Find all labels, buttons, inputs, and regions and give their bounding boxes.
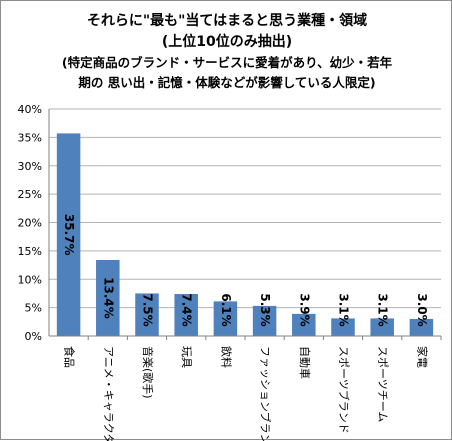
y-tick-label: 0% [25, 330, 42, 343]
value-label: 3.1% [337, 293, 351, 326]
category-label: 食品 [63, 346, 77, 368]
y-tick-label: 35% [18, 131, 42, 144]
value-label: 35.7% [62, 214, 76, 256]
value-labels: 35.7% 13.4% 7.5% 7.4% 6.1% 5.3% 3.9% 3.1% 3.1% 3.… [62, 214, 429, 327]
y-tick-label: 15% [18, 245, 42, 258]
y-tick-label: 20% [18, 217, 42, 230]
title-line-4: 期の 思い出・記憶・体験などが影響している人限定) [78, 75, 375, 90]
title-line-2: (上位10位のみ抽出) [162, 33, 292, 50]
bar [252, 305, 277, 336]
category-label: 音楽(歌手) [141, 346, 155, 399]
title-line-3: (特定商品のブランド・サービスに愛着があり、幼少・若年 [62, 55, 393, 70]
y-tick-label: 30% [18, 160, 42, 173]
bar [331, 318, 355, 336]
category-label: 玩具 [180, 346, 193, 368]
y-tick-label: 5% [25, 302, 42, 315]
bar [56, 133, 81, 336]
bar [370, 318, 394, 336]
title-line-1: それらに"最も"当てはまると思う業種・領域 [87, 12, 367, 29]
value-label: 3.1% [376, 293, 390, 326]
bars [56, 133, 434, 336]
bar [409, 318, 434, 336]
category-label: スポーツチーム [376, 346, 389, 422]
bar [292, 313, 316, 336]
y-tick-label: 10% [18, 273, 42, 286]
y-tick-label: 40% [18, 103, 42, 116]
category-label: 飲料 [219, 346, 233, 368]
value-label: 7.5% [141, 293, 155, 326]
value-label: 5.3% [258, 293, 272, 326]
category-label: ファッションブランド [259, 346, 273, 441]
category-labels: 食品 アニメ・キャラクタ 音楽(歌手) 玩具 飲料 ファッションブランド 自動車 スポーツブラ… [63, 346, 430, 441]
value-label: 3.0% [415, 293, 429, 326]
value-label: 3.9% [297, 293, 311, 326]
bar [135, 293, 159, 336]
y-tick-label: 25% [18, 188, 42, 201]
category-label: 家電 [415, 346, 429, 368]
bar [96, 259, 120, 336]
axes [48, 109, 442, 340]
bar [213, 301, 238, 336]
chart-title: それらに"最も"当てはまると思う業種・領域 (上位10位のみ抽出) (特定商品の… [62, 12, 393, 90]
category-label: アニメ・キャラクタ [102, 346, 115, 441]
value-label: 6.1% [219, 293, 233, 326]
category-label: 自動車 [298, 346, 312, 379]
value-label: 7.4% [180, 293, 194, 326]
bar [174, 294, 198, 336]
category-label: スポーツブランド [337, 346, 351, 434]
y-axis-ticks: 0% 5% 10% 15% 20% 25% 30% 35% 40% [18, 103, 42, 343]
value-label: 13.4% [101, 277, 115, 319]
